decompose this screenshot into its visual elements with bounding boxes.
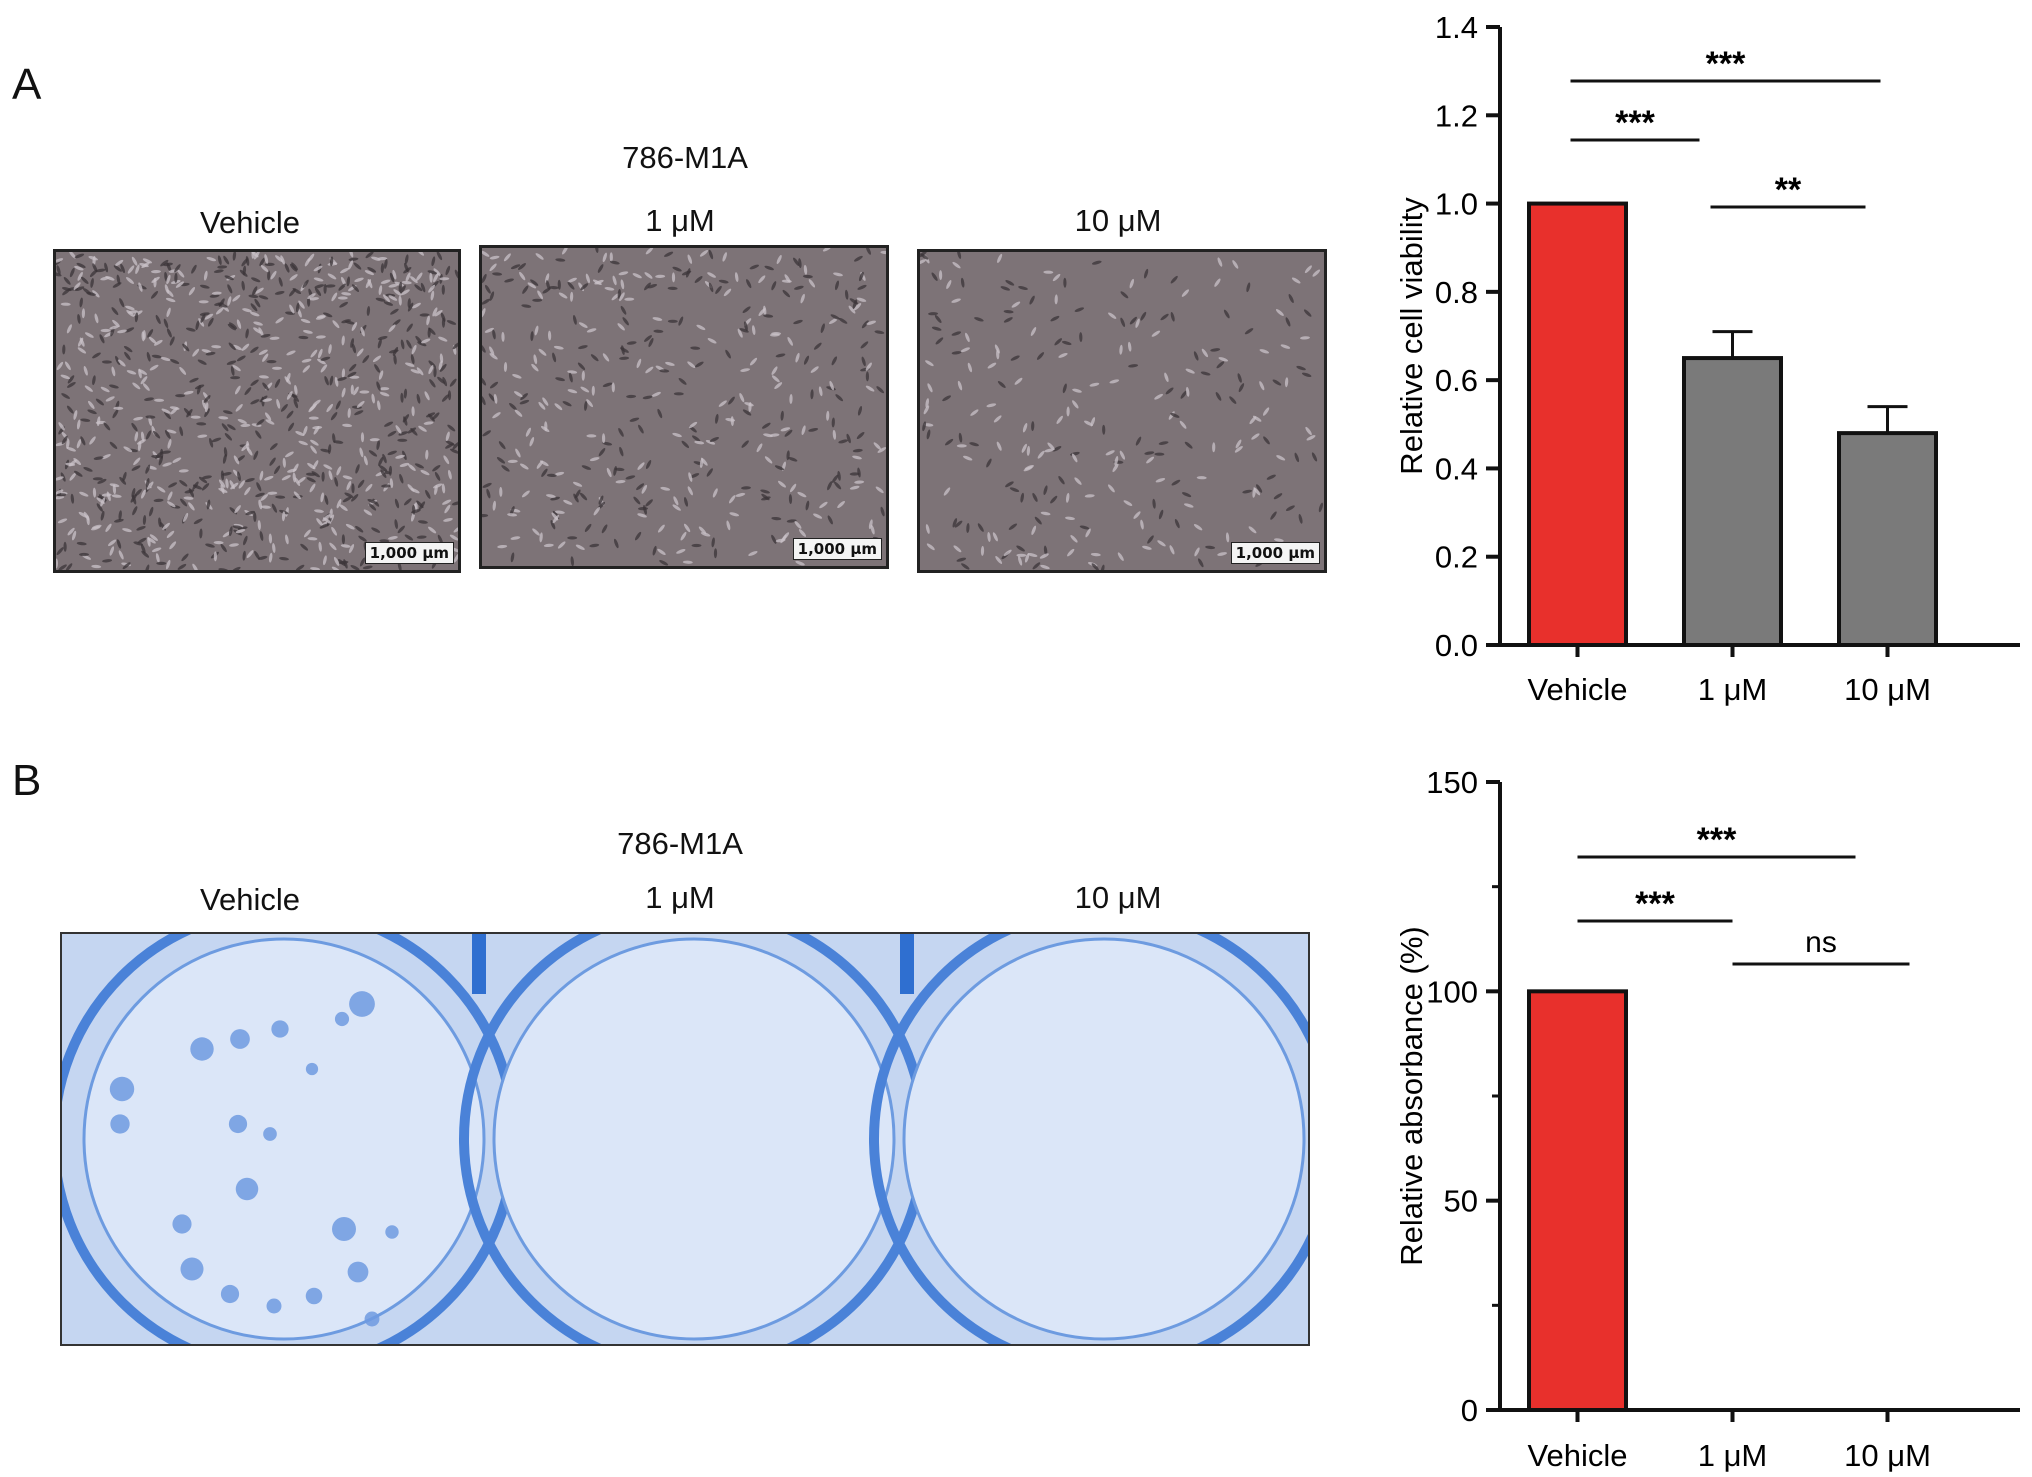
y-tick-label: 0	[1461, 1393, 1478, 1428]
panel-b-label-10um: 10 μM	[1074, 880, 1162, 915]
cell-texture	[920, 252, 1324, 570]
y-tick-label: 100	[1426, 974, 1478, 1009]
colony	[266, 1298, 282, 1314]
colony	[332, 1217, 356, 1241]
panel-a-cell-line: 786-M1A	[622, 140, 748, 175]
panel-a-letter: A	[12, 60, 42, 109]
bar	[1837, 431, 1938, 647]
plate-well	[492, 937, 896, 1341]
plate-well-rim	[869, 934, 1308, 1344]
cell-texture	[482, 248, 886, 566]
panel-b-label-vehicle: Vehicle	[200, 882, 300, 917]
colony	[230, 1029, 250, 1049]
scale-bar: 1,000 μm	[1230, 542, 1320, 564]
colony	[305, 1062, 319, 1076]
y-tick-label: 0.4	[1435, 451, 1478, 486]
colony	[109, 1076, 135, 1102]
colony	[235, 1177, 259, 1201]
y-tick-label: 50	[1444, 1184, 1478, 1219]
plate-divider	[900, 934, 914, 994]
colony	[347, 1261, 369, 1283]
viability-bar-chart: 0.0 0.2 0.4 0.6 0.8 1.0 1.2 1.4 Relative cell vi…	[1394, 10, 2020, 707]
colony	[172, 1214, 192, 1234]
x-tick-label: Vehicle	[1528, 672, 1628, 707]
y-tick-label: 0.6	[1435, 363, 1478, 398]
panel-a-label-10um: 10 μM	[1074, 203, 1162, 238]
x-tick-label: 10 μM	[1844, 672, 1931, 707]
panel-b-letter: B	[12, 756, 42, 805]
cell-texture	[56, 252, 458, 570]
y-tick-label: 0.8	[1435, 275, 1478, 310]
significance-label: ***	[1706, 45, 1746, 83]
colony	[334, 1011, 350, 1027]
x-tick-label: Vehicle	[1528, 1438, 1628, 1473]
y-tick-label: 1.4	[1435, 10, 1478, 45]
colony	[305, 1287, 323, 1305]
micrograph-1um: 1,000 μm	[479, 245, 889, 569]
y-tick-label: 1.0	[1435, 187, 1478, 222]
colony	[228, 1114, 248, 1134]
colony	[364, 1311, 380, 1327]
bar	[1682, 356, 1783, 647]
x-tick-label: 1 μM	[1698, 1438, 1768, 1473]
bar	[1527, 989, 1628, 1412]
colony	[220, 1284, 240, 1304]
micrograph-vehicle: 1,000 μm	[53, 249, 461, 573]
y-tick-label: 1.2	[1435, 98, 1478, 133]
colony	[271, 1020, 289, 1038]
plate-well	[902, 937, 1306, 1341]
significance-label: **	[1775, 171, 1802, 209]
colony	[190, 1037, 214, 1061]
y-tick-label: 0.2	[1435, 540, 1478, 575]
significance-label: ***	[1635, 885, 1675, 923]
colony	[180, 1257, 204, 1281]
panel-a-label-1um: 1 μM	[645, 203, 715, 238]
colony-plate-photo	[60, 932, 1310, 1346]
significance-label: ns	[1805, 926, 1837, 959]
plate-divider	[472, 934, 486, 994]
scale-bar: 1,000 μm	[364, 542, 454, 564]
y-axis-label: Relative absorbance (%)	[1394, 926, 1429, 1265]
colony	[349, 991, 375, 1017]
plate-well	[82, 937, 486, 1341]
significance-label: ***	[1615, 104, 1655, 142]
y-axis-label: Relative cell viability	[1394, 197, 1429, 475]
colony	[263, 1127, 277, 1141]
significance-label: ***	[1697, 821, 1737, 859]
y-tick-label: 0.0	[1435, 628, 1478, 663]
colony	[110, 1114, 130, 1134]
absorbance-bar-chart: 0 50 100 150 Relative absorbance (%) Vehicle 1…	[1394, 765, 2020, 1473]
panel-a-label-vehicle: Vehicle	[200, 205, 300, 240]
bar	[1527, 201, 1628, 647]
colony	[385, 1225, 399, 1239]
x-tick-label: 1 μM	[1698, 672, 1768, 707]
micrograph-10um: 1,000 μm	[917, 249, 1327, 573]
x-tick-label: 10 μM	[1844, 1438, 1931, 1473]
y-tick-label: 150	[1426, 765, 1478, 800]
scale-bar: 1,000 μm	[792, 538, 882, 560]
panel-b-label-1um: 1 μM	[645, 880, 715, 915]
panel-b-cell-line: 786-M1A	[617, 826, 743, 861]
